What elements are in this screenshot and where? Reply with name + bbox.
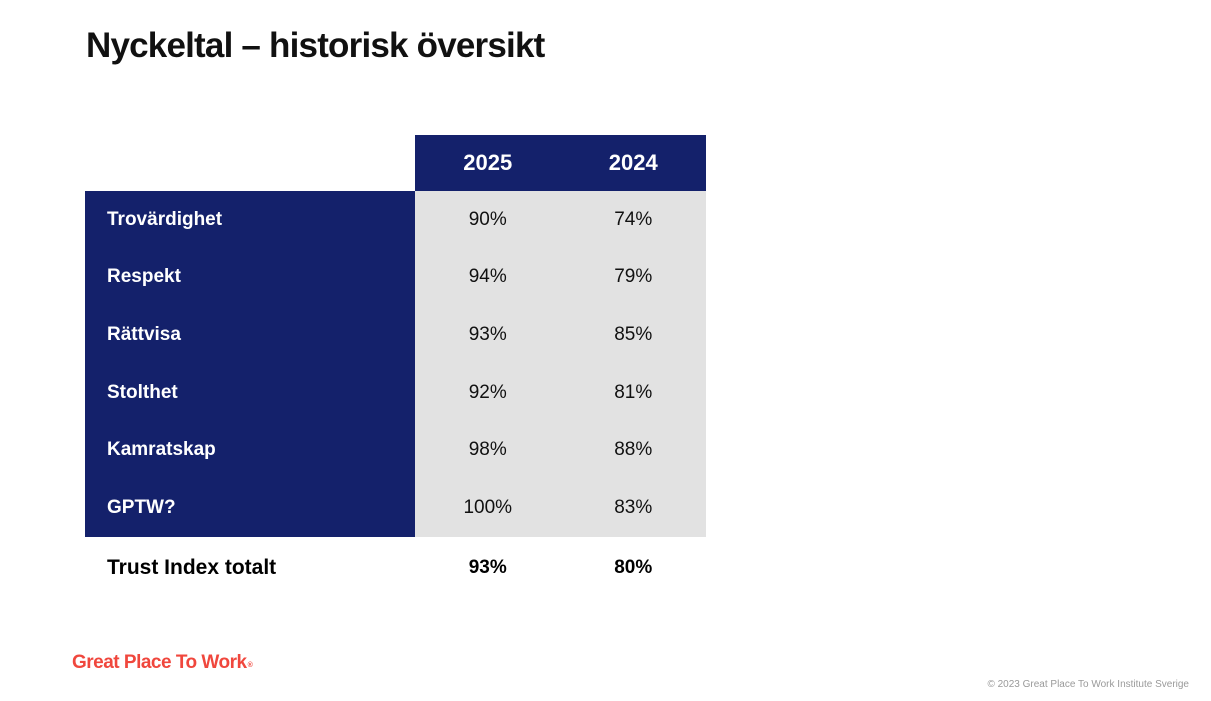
total-value-2024: 80% [560, 536, 706, 599]
total-row-label: Trust Index totalt [85, 536, 415, 599]
row-label-rattvisa: Rättvisa [85, 306, 415, 364]
copyright-text: © 2023 Great Place To Work Institute Sve… [987, 679, 1189, 690]
row-value-gptw-2025: 100% [415, 479, 561, 537]
column-header-2025: 2025 [415, 135, 561, 191]
row-value-respekt-2024: 79% [560, 248, 706, 307]
row-label-kamratskap: Kamratskap [85, 421, 415, 480]
row-value-kamratskap-2025: 98% [415, 421, 561, 480]
row-value-stolthet-2024: 81% [560, 363, 706, 422]
registered-trademark-icon: ® [247, 662, 253, 669]
logo-text: Great Place To Work [72, 652, 247, 673]
row-value-rattvisa-2024: 85% [560, 306, 706, 364]
row-label-gptw: GPTW? [85, 479, 415, 537]
row-label-stolthet: Stolthet [85, 363, 415, 422]
row-value-kamratskap-2024: 88% [560, 421, 706, 480]
row-label-trovardighet: Trovärdighet [85, 191, 415, 249]
row-value-respekt-2025: 94% [415, 248, 561, 307]
row-value-trovardighet-2024: 74% [560, 191, 706, 249]
row-label-respekt: Respekt [85, 248, 415, 307]
row-value-rattvisa-2025: 93% [415, 306, 561, 364]
total-value-2025: 93% [415, 536, 561, 599]
page-title: Nyckeltal – historisk översikt [86, 26, 545, 65]
row-value-gptw-2024: 83% [560, 479, 706, 537]
row-value-stolthet-2025: 92% [415, 363, 561, 422]
column-header-2024: 2024 [560, 135, 706, 191]
row-value-trovardighet-2025: 90% [415, 191, 561, 249]
great-place-to-work-logo: Great Place To Work® [72, 652, 253, 674]
table-corner-spacer [85, 135, 415, 191]
metrics-table: 2025 2024 Trovärdighet 90% 74% Respekt 9… [85, 135, 706, 599]
